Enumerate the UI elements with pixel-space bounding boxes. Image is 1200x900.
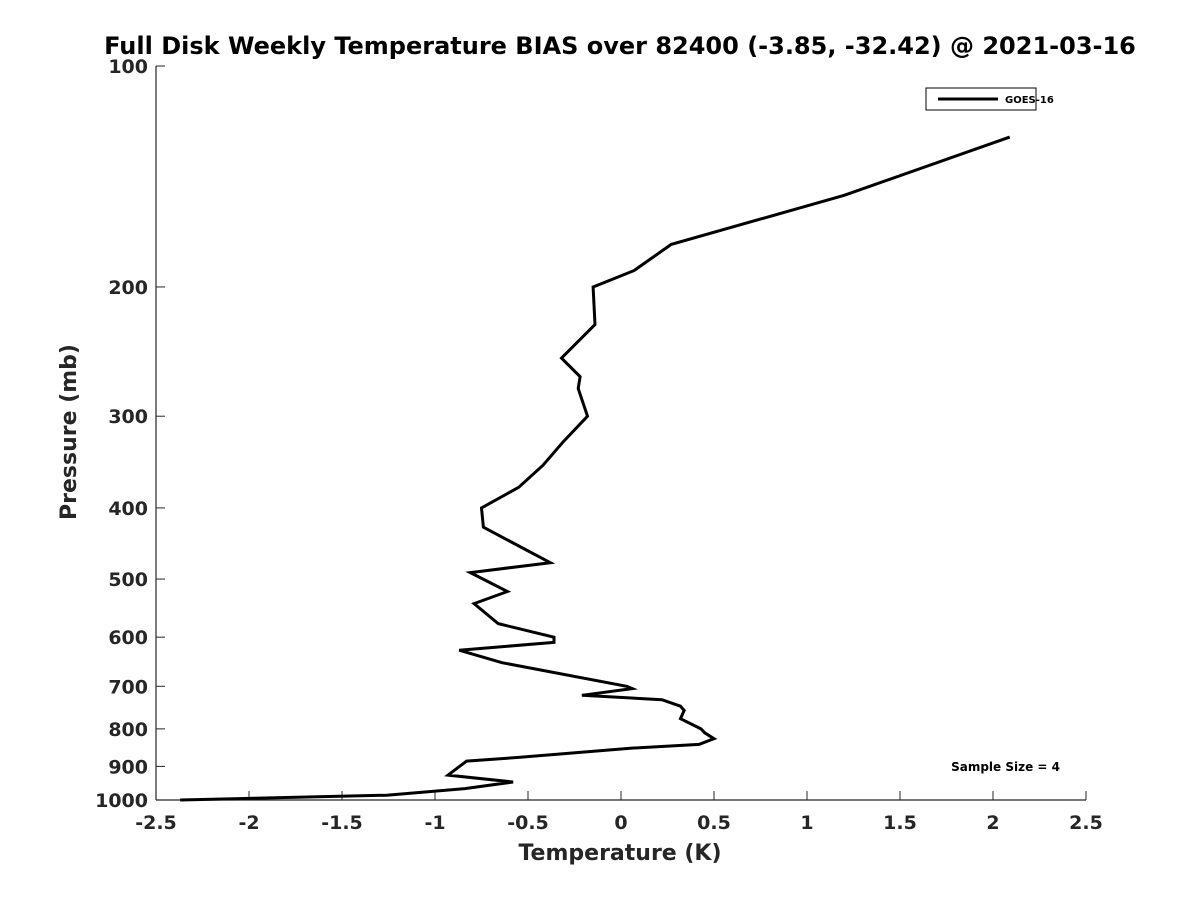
y-tick-label: 400 — [108, 498, 148, 520]
y-tick-label: 1000 — [95, 790, 148, 812]
x-tick-label: -1.5 — [321, 812, 363, 834]
x-tick-label: -2 — [238, 812, 259, 834]
x-tick-label: 1.5 — [883, 812, 917, 834]
series-group — [180, 135, 1011, 802]
y-tick-label: 500 — [108, 569, 148, 591]
series-line-goes16 — [180, 135, 1011, 802]
y-tick-label: 300 — [108, 406, 148, 428]
x-tick-label: 1 — [800, 812, 813, 834]
chart-title: Full Disk Weekly Temperature BIAS over 8… — [104, 32, 1136, 60]
x-tick-label: 2 — [986, 812, 999, 834]
legend: GOES-16 — [925, 87, 1054, 111]
y-tick-label: 800 — [108, 719, 148, 741]
x-tick-label: 2.5 — [1069, 812, 1103, 834]
x-axis-ticks: -2.5 -2 -1.5 -1 -0.5 0 0.5 1 1.5 2 2.5 — [135, 791, 1103, 834]
legend-label: GOES-16 — [1005, 95, 1054, 106]
y-axis-label: Pressure (mb) — [57, 344, 82, 520]
x-tick-label: -1 — [424, 812, 445, 834]
y-tick-label: 100 — [108, 56, 148, 78]
sample-size-annotation: Sample Size = 4 — [951, 760, 1060, 774]
x-tick-label: -2.5 — [135, 812, 177, 834]
x-axis-label: Temperature (K) — [518, 841, 721, 866]
x-tick-label: -0.5 — [507, 812, 549, 834]
y-axis-ticks: 100 200 300 400 500 600 700 800 900 1000 — [95, 56, 165, 812]
x-tick-label: 0.5 — [697, 812, 731, 834]
y-tick-label: 700 — [108, 676, 148, 698]
y-tick-label: 900 — [108, 756, 148, 778]
x-tick-label: 0 — [614, 812, 627, 834]
y-tick-label: 600 — [108, 627, 148, 649]
y-tick-label: 200 — [108, 277, 148, 299]
